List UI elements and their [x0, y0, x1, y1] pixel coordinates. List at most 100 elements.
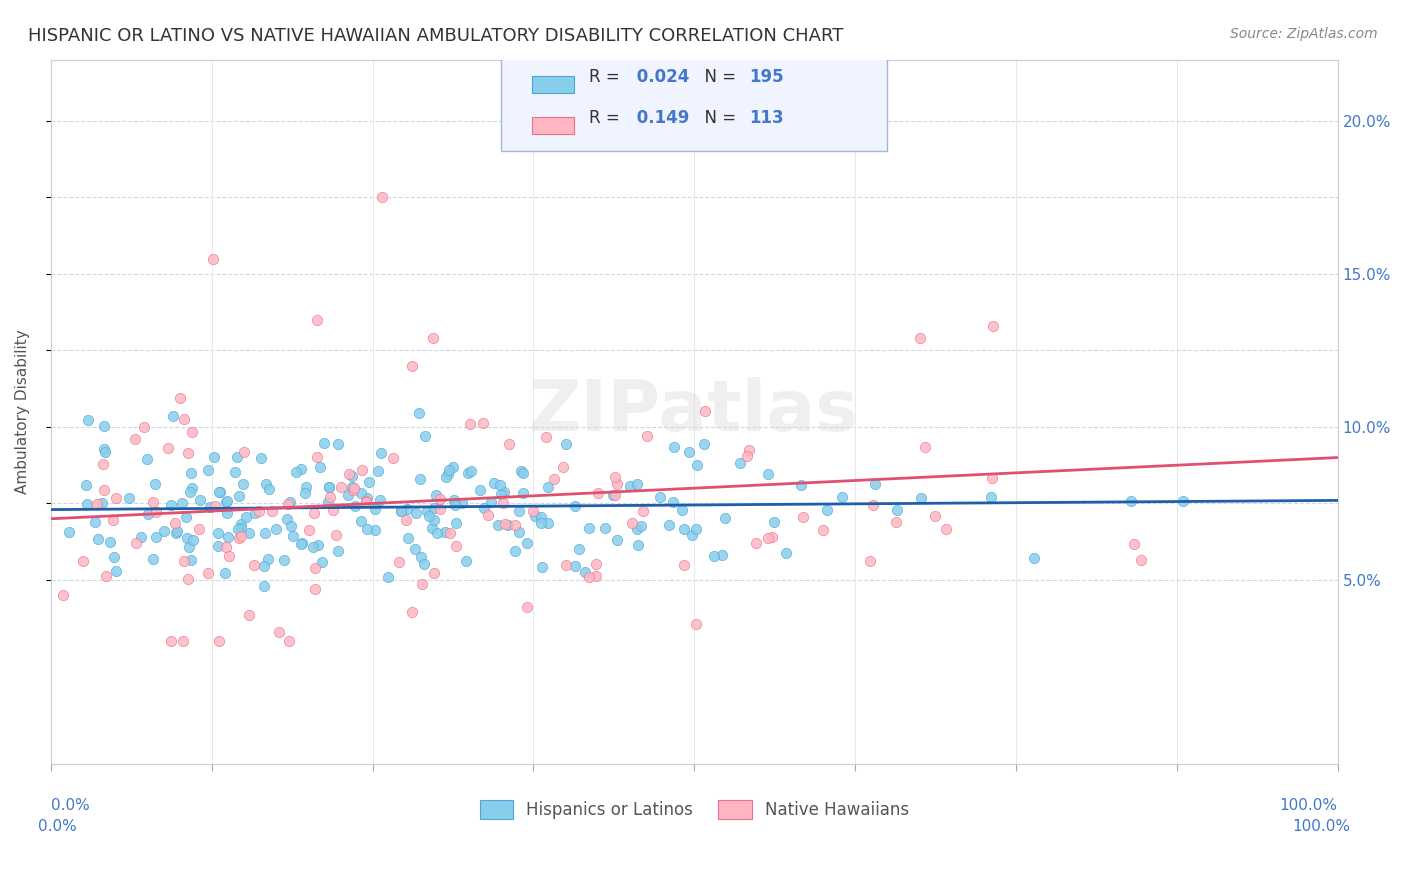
- Native Hawaiians: [93, 457, 115, 471]
- Hispanics or Latinos: [815, 502, 838, 516]
- Native Hawaiians: [94, 568, 117, 582]
- Native Hawaiians: [924, 509, 946, 524]
- Native Hawaiians: [498, 437, 520, 451]
- Hispanics or Latinos: [512, 466, 534, 480]
- Native Hawaiians: [215, 540, 238, 554]
- Hispanics or Latinos: [389, 504, 412, 518]
- Hispanics or Latinos: [337, 488, 360, 502]
- Hispanics or Latinos: [377, 570, 399, 584]
- Native Hawaiians: [238, 607, 260, 622]
- Hispanics or Latinos: [409, 472, 432, 486]
- Hispanics or Latinos: [226, 522, 249, 536]
- Native Hawaiians: [761, 530, 783, 544]
- Hispanics or Latinos: [418, 508, 440, 523]
- Hispanics or Latinos: [482, 475, 505, 490]
- Hispanics or Latinos: [454, 554, 477, 568]
- Native Hawaiians: [382, 450, 405, 465]
- Hispanics or Latinos: [433, 525, 456, 540]
- Hispanics or Latinos: [145, 530, 167, 544]
- Hispanics or Latinos: [350, 514, 373, 528]
- Hispanics or Latinos: [492, 485, 515, 500]
- Hispanics or Latinos: [359, 475, 381, 490]
- Hispanics or Latinos: [437, 463, 460, 477]
- Native Hawaiians: [914, 440, 936, 454]
- Hispanics or Latinos: [479, 495, 502, 509]
- Hispanics or Latinos: [564, 499, 586, 513]
- Native Hawaiians: [51, 588, 73, 602]
- Native Hawaiians: [472, 416, 495, 430]
- Hispanics or Latinos: [328, 544, 350, 558]
- Hispanics or Latinos: [253, 558, 276, 573]
- Hispanics or Latinos: [179, 540, 201, 554]
- Native Hawaiians: [125, 535, 148, 549]
- Hispanics or Latinos: [264, 522, 287, 536]
- Hispanics or Latinos: [413, 428, 436, 442]
- Hispanics or Latinos: [188, 492, 211, 507]
- Native Hawaiians: [354, 495, 377, 509]
- Hispanics or Latinos: [627, 538, 650, 552]
- Hispanics or Latinos: [290, 536, 312, 550]
- Native Hawaiians: [180, 425, 202, 439]
- Hispanics or Latinos: [703, 549, 725, 563]
- Native Hawaiians: [935, 522, 957, 536]
- Native Hawaiians: [277, 497, 299, 511]
- Text: R =: R =: [589, 68, 624, 86]
- Native Hawaiians: [516, 600, 538, 615]
- Native Hawaiians: [232, 445, 254, 459]
- Hispanics or Latinos: [426, 525, 449, 540]
- Hispanics or Latinos: [405, 506, 427, 520]
- Hispanics or Latinos: [1022, 551, 1045, 566]
- Native Hawaiians: [388, 555, 411, 569]
- Native Hawaiians: [93, 483, 115, 497]
- Native Hawaiians: [585, 557, 607, 571]
- Hispanics or Latinos: [713, 510, 735, 524]
- Hispanics or Latinos: [87, 532, 110, 546]
- Hispanics or Latinos: [626, 522, 648, 536]
- Hispanics or Latinos: [198, 500, 221, 514]
- Native Hawaiians: [124, 433, 146, 447]
- Native Hawaiians: [325, 528, 347, 542]
- Text: Source: ZipAtlas.com: Source: ZipAtlas.com: [1230, 27, 1378, 41]
- Native Hawaiians: [422, 330, 444, 344]
- Hispanics or Latinos: [450, 496, 472, 510]
- Native Hawaiians: [262, 504, 284, 518]
- Text: 0.0%: 0.0%: [51, 798, 90, 814]
- Hispanics or Latinos: [98, 535, 121, 549]
- Native Hawaiians: [603, 488, 626, 502]
- Hispanics or Latinos: [91, 496, 114, 510]
- Hispanics or Latinos: [530, 510, 553, 524]
- Native Hawaiians: [522, 504, 544, 518]
- Native Hawaiians: [243, 558, 266, 572]
- Hispanics or Latinos: [294, 485, 316, 500]
- Native Hawaiians: [177, 572, 200, 586]
- Hispanics or Latinos: [118, 491, 141, 505]
- Hispanics or Latinos: [254, 526, 277, 541]
- Hispanics or Latinos: [181, 533, 204, 547]
- Hispanics or Latinos: [165, 525, 187, 540]
- Hispanics or Latinos: [166, 524, 188, 538]
- Hispanics or Latinos: [630, 519, 652, 533]
- Hispanics or Latinos: [619, 479, 641, 493]
- Hispanics or Latinos: [238, 526, 260, 541]
- Native Hawaiians: [494, 517, 516, 532]
- Hispanics or Latinos: [496, 518, 519, 533]
- Native Hawaiians: [738, 442, 761, 457]
- Text: 0.0%: 0.0%: [38, 819, 77, 834]
- Text: R =: R =: [589, 109, 624, 127]
- Hispanics or Latinos: [1119, 493, 1142, 508]
- Hispanics or Latinos: [159, 498, 181, 512]
- Hispanics or Latinos: [76, 497, 98, 511]
- Native Hawaiians: [169, 392, 191, 406]
- Native Hawaiians: [172, 634, 194, 648]
- Native Hawaiians: [543, 472, 565, 486]
- Hispanics or Latinos: [468, 483, 491, 498]
- Native Hawaiians: [886, 515, 908, 529]
- Hispanics or Latinos: [606, 533, 628, 547]
- Hispanics or Latinos: [443, 493, 465, 508]
- Hispanics or Latinos: [425, 487, 447, 501]
- Hispanics or Latinos: [311, 555, 333, 569]
- Hispanics or Latinos: [142, 552, 165, 566]
- Text: 100.0%: 100.0%: [1292, 819, 1351, 834]
- Hispanics or Latinos: [910, 491, 932, 505]
- Native Hawaiians: [208, 634, 231, 648]
